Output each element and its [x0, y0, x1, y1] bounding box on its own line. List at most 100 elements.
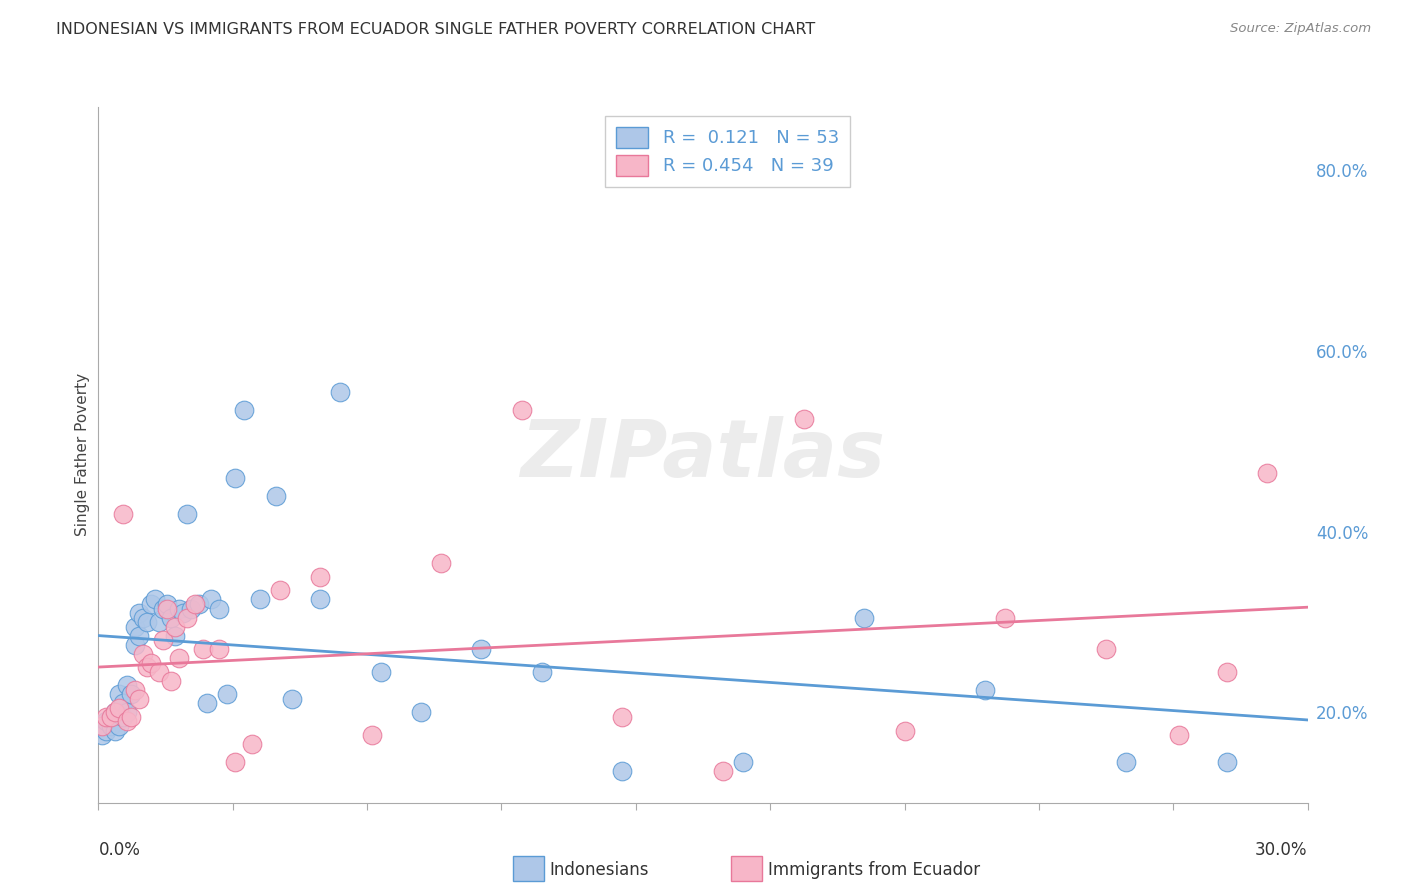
Point — [409, 706, 432, 720]
Point — [195, 697, 218, 711]
Point — [309, 570, 332, 584]
Point — [152, 601, 174, 615]
Point — [176, 610, 198, 624]
Point — [91, 719, 114, 733]
Point — [224, 470, 246, 484]
Point — [264, 489, 287, 503]
Point — [1216, 755, 1239, 769]
Point — [128, 606, 150, 620]
Point — [329, 384, 352, 399]
Point — [269, 583, 291, 598]
Point — [163, 629, 186, 643]
Point — [132, 610, 155, 624]
Point — [100, 710, 122, 724]
Point — [107, 687, 129, 701]
Point — [103, 706, 125, 720]
Point — [132, 647, 155, 661]
Point — [281, 692, 304, 706]
Point — [430, 557, 453, 571]
Text: Immigrants from Ecuador: Immigrants from Ecuador — [768, 861, 980, 879]
Point — [1115, 755, 1137, 769]
Point — [208, 601, 231, 615]
Point — [120, 710, 142, 724]
Point — [139, 656, 162, 670]
Point — [167, 601, 190, 615]
Point — [96, 714, 118, 729]
Point — [217, 687, 239, 701]
Point — [232, 402, 254, 417]
Point — [135, 660, 157, 674]
Point — [124, 682, 146, 697]
Point — [530, 665, 553, 679]
Text: 0.0%: 0.0% — [98, 841, 141, 859]
Point — [309, 592, 332, 607]
Point — [180, 601, 202, 615]
Point — [128, 692, 150, 706]
Point — [188, 597, 211, 611]
Point — [240, 737, 263, 751]
Point — [156, 597, 179, 611]
Point — [208, 642, 231, 657]
Y-axis label: Single Father Poverty: Single Father Poverty — [75, 374, 90, 536]
Point — [711, 764, 734, 779]
Point — [1256, 466, 1278, 480]
Point — [128, 629, 150, 643]
Point — [115, 714, 138, 729]
Point — [103, 706, 125, 720]
Point — [139, 597, 162, 611]
Point — [111, 507, 134, 521]
Point — [361, 728, 384, 742]
Point — [156, 601, 179, 615]
Point — [193, 642, 215, 657]
Point — [100, 719, 122, 733]
Point — [994, 610, 1017, 624]
Point — [167, 651, 190, 665]
Point — [370, 665, 392, 679]
Point — [152, 633, 174, 648]
Point — [111, 697, 134, 711]
Point — [510, 402, 533, 417]
Text: 30.0%: 30.0% — [1256, 841, 1308, 859]
Point — [96, 710, 118, 724]
Point — [733, 755, 755, 769]
Point — [612, 710, 634, 724]
Point — [111, 710, 134, 724]
Point — [120, 687, 142, 701]
Legend: R =  0.121   N = 53, R = 0.454   N = 39: R = 0.121 N = 53, R = 0.454 N = 39 — [605, 116, 849, 186]
Point — [1095, 642, 1118, 657]
Point — [124, 619, 146, 633]
Point — [612, 764, 634, 779]
Point — [135, 615, 157, 629]
Text: INDONESIAN VS IMMIGRANTS FROM ECUADOR SINGLE FATHER POVERTY CORRELATION CHART: INDONESIAN VS IMMIGRANTS FROM ECUADOR SI… — [56, 22, 815, 37]
Point — [893, 723, 915, 738]
Point — [249, 592, 271, 607]
Point — [200, 592, 222, 607]
Point — [160, 610, 183, 624]
Point — [853, 610, 876, 624]
Point — [115, 706, 138, 720]
Point — [115, 678, 138, 692]
Point — [974, 682, 997, 697]
Point — [96, 723, 118, 738]
Point — [103, 723, 125, 738]
Point — [91, 728, 114, 742]
Point — [793, 411, 815, 425]
Point — [148, 615, 170, 629]
Point — [107, 701, 129, 715]
Point — [163, 619, 186, 633]
Point — [107, 719, 129, 733]
Point — [176, 507, 198, 521]
Text: Indonesians: Indonesians — [550, 861, 650, 879]
Text: ZIPatlas: ZIPatlas — [520, 416, 886, 494]
Point — [224, 755, 246, 769]
Point — [1216, 665, 1239, 679]
Point — [184, 597, 207, 611]
Point — [124, 638, 146, 652]
Point — [143, 592, 166, 607]
Point — [160, 673, 183, 688]
Point — [470, 642, 492, 657]
Point — [1167, 728, 1189, 742]
Point — [172, 606, 194, 620]
Text: Source: ZipAtlas.com: Source: ZipAtlas.com — [1230, 22, 1371, 36]
Point — [100, 710, 122, 724]
